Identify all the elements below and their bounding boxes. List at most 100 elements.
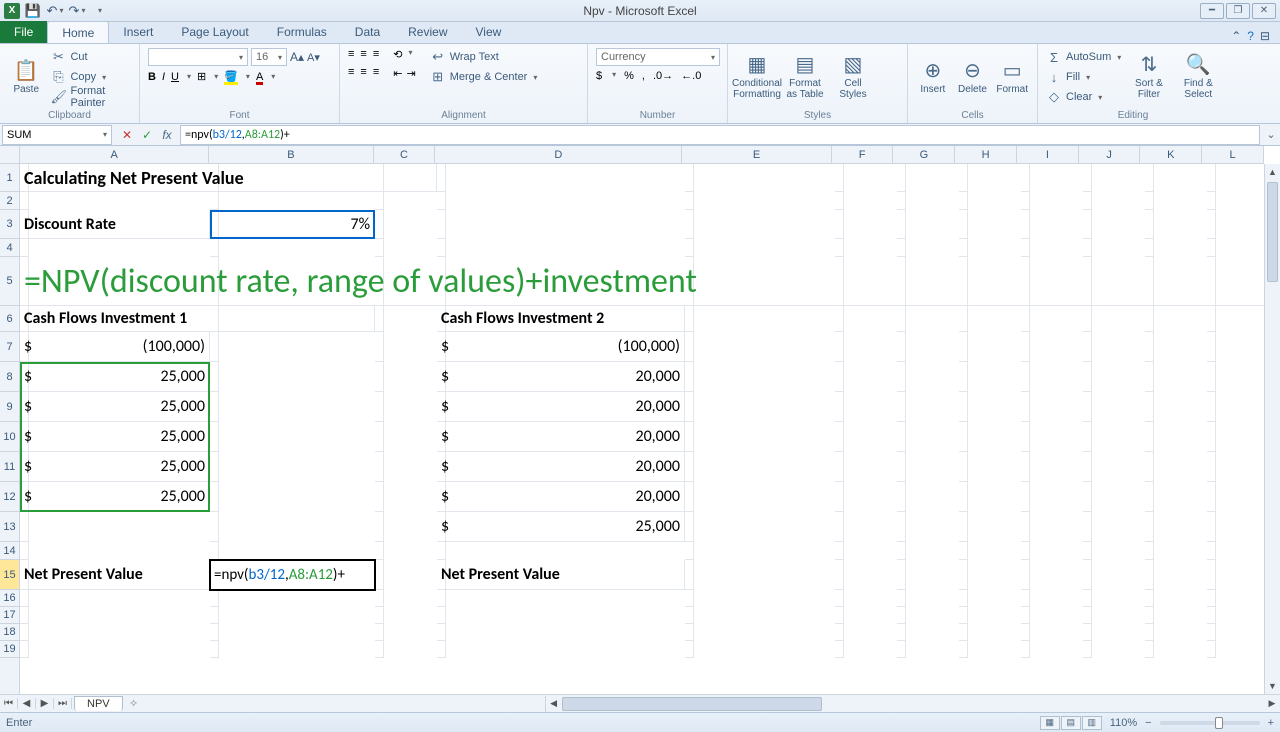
grid-cell[interactable] xyxy=(959,239,968,257)
grid-cell[interactable] xyxy=(375,422,384,452)
column-header[interactable]: G xyxy=(893,146,955,163)
new-sheet-icon[interactable]: ✧ xyxy=(123,697,145,710)
grid-cell[interactable] xyxy=(959,590,968,607)
grid-cell[interactable] xyxy=(20,607,29,624)
grid-cell[interactable] xyxy=(1207,306,1216,332)
name-box-dropdown-icon[interactable]: ▾ xyxy=(103,130,107,139)
grid-cell[interactable] xyxy=(959,641,968,658)
grid-cell[interactable] xyxy=(1021,452,1030,482)
tab-home[interactable]: Home xyxy=(47,21,109,43)
grid-cell[interactable] xyxy=(959,192,968,210)
active-cell[interactable]: =npv(b3/12,A8:A12)+ xyxy=(210,560,375,590)
row-header[interactable]: 17 xyxy=(0,607,19,624)
increase-decimal-icon[interactable]: .0→ xyxy=(653,70,673,82)
insert-cells-button[interactable]: ⊕Insert xyxy=(916,48,950,106)
zoom-slider[interactable] xyxy=(1160,721,1260,725)
decrease-font-icon[interactable]: A▾ xyxy=(307,48,320,66)
grid-cell[interactable] xyxy=(897,542,906,560)
grid-cell[interactable] xyxy=(1083,624,1092,641)
grid-cell[interactable] xyxy=(210,192,219,210)
grid-cell[interactable] xyxy=(1021,164,1030,192)
grid-cell[interactable] xyxy=(1145,422,1154,452)
grid-cell[interactable] xyxy=(1021,607,1030,624)
grid-cell[interactable] xyxy=(1207,641,1216,658)
grid-cell[interactable] xyxy=(959,607,968,624)
italic-button[interactable]: I xyxy=(162,71,165,83)
row-header[interactable]: 4 xyxy=(0,239,19,257)
grid-cell[interactable] xyxy=(685,210,694,239)
percent-button[interactable]: % xyxy=(624,70,634,82)
grid-cell[interactable] xyxy=(1207,590,1216,607)
grid-cell[interactable] xyxy=(375,392,384,422)
grid-cell[interactable] xyxy=(1021,306,1030,332)
grid-cell[interactable] xyxy=(437,542,446,560)
grid-cell[interactable] xyxy=(210,542,219,560)
format-as-table-button[interactable]: ▤Format as Table xyxy=(784,48,826,106)
window-options-icon[interactable]: ⊟ xyxy=(1260,29,1270,43)
grid-cell[interactable] xyxy=(1083,210,1092,239)
grid-cell[interactable] xyxy=(685,624,694,641)
grid-cell[interactable] xyxy=(685,542,694,560)
grid-cell[interactable] xyxy=(1021,332,1030,362)
grid-cell[interactable] xyxy=(835,239,844,257)
grid-cell[interactable] xyxy=(375,239,384,257)
cancel-formula-icon[interactable]: ✕ xyxy=(118,128,136,142)
grid-cell[interactable] xyxy=(685,239,694,257)
grid-cell[interactable] xyxy=(375,641,384,658)
grid-cell[interactable] xyxy=(835,192,844,210)
grid-cell[interactable] xyxy=(897,624,906,641)
row-header[interactable]: 19 xyxy=(0,641,19,658)
cashflows-1-label[interactable]: Cash Flows Investment 1 xyxy=(20,306,375,332)
vertical-scrollbar[interactable]: ▲ ▼ xyxy=(1264,164,1280,694)
currency-button[interactable]: $ xyxy=(596,70,602,82)
decrease-decimal-icon[interactable]: ←.0 xyxy=(681,70,701,82)
grid-cell[interactable] xyxy=(375,210,384,239)
grid-cell[interactable] xyxy=(1021,512,1030,542)
grid-cell[interactable] xyxy=(1145,624,1154,641)
grid-cell[interactable] xyxy=(375,590,384,607)
grid-cell[interactable] xyxy=(1083,239,1092,257)
prev-sheet-icon[interactable]: ◀ xyxy=(18,698,36,709)
border-button[interactable]: ⊞ xyxy=(197,70,206,83)
grid-cell[interactable] xyxy=(835,624,844,641)
inv1-cashflow[interactable]: $25,000 xyxy=(20,452,210,482)
hscroll-thumb[interactable] xyxy=(562,697,822,711)
grid-cell[interactable] xyxy=(1083,641,1092,658)
grid-cell[interactable] xyxy=(1083,362,1092,392)
grid-cell[interactable] xyxy=(897,239,906,257)
conditional-formatting-button[interactable]: ▦Conditional Formatting xyxy=(736,48,778,106)
grid-cell[interactable] xyxy=(437,590,446,607)
column-header[interactable]: L xyxy=(1202,146,1264,163)
grid-cell[interactable] xyxy=(835,210,844,239)
grid-cell[interactable] xyxy=(1083,422,1092,452)
grid-cell[interactable] xyxy=(1145,590,1154,607)
grid-cell[interactable] xyxy=(1145,239,1154,257)
scroll-up-icon[interactable]: ▲ xyxy=(1265,164,1280,180)
grid-cell[interactable] xyxy=(20,512,29,542)
grid-cell[interactable] xyxy=(959,392,968,422)
row-header[interactable]: 14 xyxy=(0,542,19,560)
grid-cell[interactable] xyxy=(897,482,906,512)
grid-cell[interactable] xyxy=(835,590,844,607)
inv2-cashflow[interactable]: $(100,000) xyxy=(437,332,685,362)
grid-cell[interactable] xyxy=(685,164,694,192)
grid-cell[interactable] xyxy=(1145,607,1154,624)
grid-cell[interactable] xyxy=(210,452,219,482)
grid-cell[interactable] xyxy=(835,482,844,512)
row-header[interactable]: 1 xyxy=(0,164,19,192)
grid-cell[interactable] xyxy=(1145,306,1154,332)
grid-cell[interactable] xyxy=(1145,392,1154,422)
cut-button[interactable]: ✂Cut xyxy=(50,48,131,66)
minimize-button[interactable]: ━ xyxy=(1200,3,1224,19)
inv2-cashflow[interactable]: $20,000 xyxy=(437,482,685,512)
copy-button[interactable]: ⎘Copy▾ xyxy=(50,68,131,86)
inv2-cashflow[interactable]: $25,000 xyxy=(437,512,685,542)
wrap-text-button[interactable]: ↩Wrap Text xyxy=(430,48,538,66)
grid-cell[interactable] xyxy=(897,422,906,452)
grid-cell[interactable] xyxy=(835,607,844,624)
grid-cell[interactable] xyxy=(1021,542,1030,560)
grid-cell[interactable] xyxy=(210,482,219,512)
grid-cell[interactable] xyxy=(835,560,844,590)
row-header[interactable]: 8 xyxy=(0,362,19,392)
expand-formula-bar-icon[interactable]: ⌄ xyxy=(1262,128,1280,141)
